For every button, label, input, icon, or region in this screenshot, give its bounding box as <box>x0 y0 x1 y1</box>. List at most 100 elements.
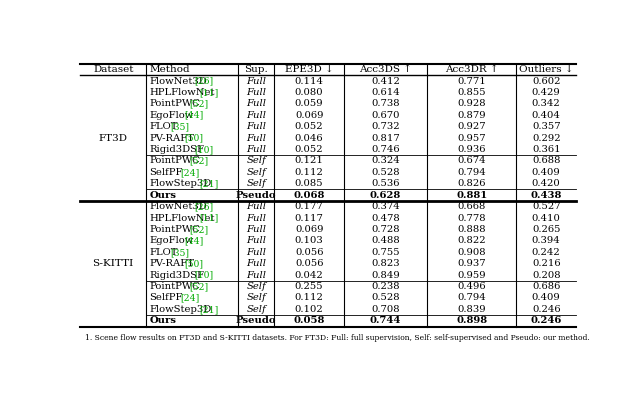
Text: 0.708: 0.708 <box>371 305 400 314</box>
Text: 0.670: 0.670 <box>371 111 400 120</box>
Text: 0.342: 0.342 <box>532 100 561 108</box>
Text: S-KITTI: S-KITTI <box>93 259 134 268</box>
Text: [35]: [35] <box>170 248 189 257</box>
Text: Full: Full <box>246 134 266 143</box>
Text: Ours: Ours <box>150 316 177 325</box>
Text: 0.738: 0.738 <box>371 100 400 108</box>
Text: 0.085: 0.085 <box>295 179 323 188</box>
Text: 0.410: 0.410 <box>532 214 561 222</box>
Text: 0.059: 0.059 <box>295 100 323 108</box>
Text: 0.357: 0.357 <box>532 122 561 131</box>
Text: 0.102: 0.102 <box>295 305 324 314</box>
Text: 0.058: 0.058 <box>294 316 325 325</box>
Text: 0.778: 0.778 <box>458 214 486 222</box>
Text: [50]: [50] <box>184 259 204 268</box>
Text: 0.404: 0.404 <box>532 111 561 120</box>
Text: 0.488: 0.488 <box>371 237 400 245</box>
Text: 0.628: 0.628 <box>370 191 401 200</box>
Text: 0.112: 0.112 <box>294 168 324 177</box>
Text: 0.246: 0.246 <box>531 316 562 325</box>
Text: 0.177: 0.177 <box>295 202 324 211</box>
Text: 0.052: 0.052 <box>295 145 323 154</box>
Text: 0.688: 0.688 <box>532 156 561 166</box>
Text: 0.959: 0.959 <box>458 271 486 280</box>
Text: 0.732: 0.732 <box>371 122 400 131</box>
Text: 0.069: 0.069 <box>295 111 323 120</box>
Text: 0.957: 0.957 <box>458 134 486 143</box>
Text: 0.881: 0.881 <box>456 191 488 200</box>
Text: Full: Full <box>246 202 266 211</box>
Text: 0.216: 0.216 <box>532 259 561 268</box>
Text: PV-RAFT: PV-RAFT <box>150 259 195 268</box>
Text: Rigid3DSF: Rigid3DSF <box>150 145 204 154</box>
Text: Full: Full <box>246 259 266 268</box>
Text: [10]: [10] <box>194 145 213 154</box>
Text: 0.246: 0.246 <box>532 305 561 314</box>
Text: [26]: [26] <box>194 202 213 211</box>
Text: HPLFlowNet: HPLFlowNet <box>150 214 215 222</box>
Text: Acc3DS ↑: Acc3DS ↑ <box>359 65 412 74</box>
Text: Rigid3DSF: Rigid3DSF <box>150 271 204 280</box>
Text: 0.080: 0.080 <box>295 88 323 97</box>
Text: 0.255: 0.255 <box>295 282 323 291</box>
Text: 0.056: 0.056 <box>295 248 323 257</box>
Text: 0.928: 0.928 <box>458 100 486 108</box>
Text: Full: Full <box>246 111 266 120</box>
Text: FlowNet3D: FlowNet3D <box>150 202 207 211</box>
Text: Sup.: Sup. <box>244 65 268 74</box>
Text: 0.114: 0.114 <box>294 77 324 85</box>
Text: 0.496: 0.496 <box>458 282 486 291</box>
Text: 0.614: 0.614 <box>371 88 400 97</box>
Text: PointPWC: PointPWC <box>150 282 200 291</box>
Text: 0.069: 0.069 <box>295 225 323 234</box>
Text: 0.822: 0.822 <box>458 237 486 245</box>
Text: 0.103: 0.103 <box>295 237 324 245</box>
Text: EgoFlow: EgoFlow <box>150 237 194 245</box>
Text: 0.927: 0.927 <box>458 122 486 131</box>
Text: Full: Full <box>246 122 266 131</box>
Text: 0.478: 0.478 <box>371 214 400 222</box>
Text: Self: Self <box>246 282 266 291</box>
Text: 0.849: 0.849 <box>371 271 400 280</box>
Text: [52]: [52] <box>189 282 209 291</box>
Text: 0.420: 0.420 <box>532 179 561 188</box>
Text: HPLFlowNet: HPLFlowNet <box>150 88 215 97</box>
Text: 0.292: 0.292 <box>532 134 561 143</box>
Text: [52]: [52] <box>189 100 209 108</box>
Text: PV-RAFT: PV-RAFT <box>150 134 195 143</box>
Text: [44]: [44] <box>184 237 204 245</box>
Text: Outliers ↓: Outliers ↓ <box>519 65 573 74</box>
Text: [44]: [44] <box>184 111 204 120</box>
Text: 0.056: 0.056 <box>295 259 323 268</box>
Text: EgoFlow: EgoFlow <box>150 111 194 120</box>
Text: PointPWC: PointPWC <box>150 156 200 166</box>
Text: 0.826: 0.826 <box>458 179 486 188</box>
Text: 0.046: 0.046 <box>295 134 323 143</box>
Text: 0.536: 0.536 <box>371 179 400 188</box>
Text: SelfPF: SelfPF <box>150 293 183 303</box>
Text: 0.242: 0.242 <box>532 248 561 257</box>
Text: 0.794: 0.794 <box>458 293 486 303</box>
Text: EPE3D ↓: EPE3D ↓ <box>285 65 333 74</box>
Text: 0.052: 0.052 <box>295 122 323 131</box>
Text: 0.746: 0.746 <box>371 145 400 154</box>
Text: 0.794: 0.794 <box>458 168 486 177</box>
Text: 0.208: 0.208 <box>532 271 561 280</box>
Text: 0.361: 0.361 <box>532 145 561 154</box>
Text: FLOT: FLOT <box>150 122 178 131</box>
Text: [35]: [35] <box>170 122 189 131</box>
Text: Self: Self <box>246 168 266 177</box>
Text: 0.121: 0.121 <box>294 156 324 166</box>
Text: 0.728: 0.728 <box>371 225 400 234</box>
Text: Pseudo: Pseudo <box>236 316 276 325</box>
Text: 0.112: 0.112 <box>294 293 324 303</box>
Text: Self: Self <box>246 293 266 303</box>
Text: 0.888: 0.888 <box>458 225 486 234</box>
Text: 0.823: 0.823 <box>371 259 400 268</box>
Text: FlowStep3D: FlowStep3D <box>150 305 212 314</box>
Text: [52]: [52] <box>189 225 209 234</box>
Text: 0.855: 0.855 <box>458 88 486 97</box>
Text: Self: Self <box>246 179 266 188</box>
Text: 0.744: 0.744 <box>370 316 401 325</box>
Text: 0.068: 0.068 <box>294 191 325 200</box>
